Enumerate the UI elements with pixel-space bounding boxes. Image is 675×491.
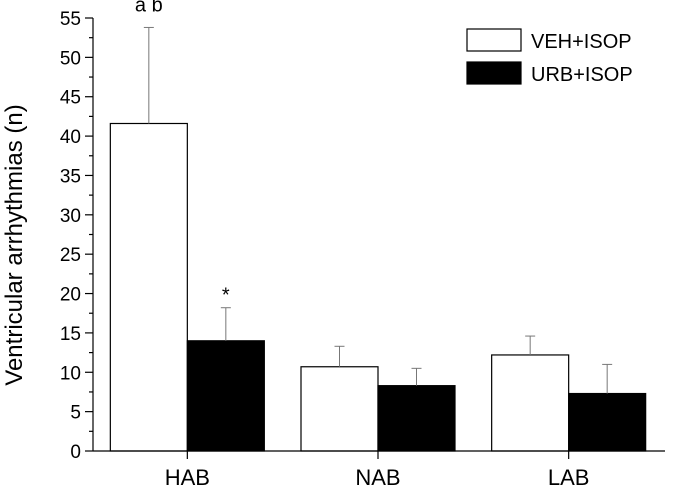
y-axis-title: Ventricular arrhythmias (n) (1, 104, 28, 385)
y-tick-label: 25 (60, 245, 81, 266)
y-tick-label: 55 (60, 9, 81, 30)
legend-label: VEH+ISOP (531, 31, 632, 53)
y-tick-label: 5 (70, 403, 81, 424)
y-tick-label: 40 (60, 127, 81, 148)
x-category-label: LAB (548, 465, 590, 490)
y-tick-label: 30 (60, 206, 81, 227)
legend: VEH+ISOP URB+ISOP (466, 28, 633, 86)
y-tick-label: 10 (60, 363, 81, 384)
annotations-layer: a b * (135, 0, 230, 307)
y-tick-label: 35 (60, 166, 81, 187)
y-tick-label: 20 (60, 285, 81, 306)
y-axis-title-group: Ventricular arrhythmias (n) (1, 104, 28, 385)
bar-veh-isop (109, 122, 188, 452)
y-tick-label: 45 (60, 88, 81, 109)
legend-swatch (466, 28, 522, 52)
x-category-label: NAB (355, 465, 400, 490)
bar-urb-isop (377, 385, 456, 452)
bar-urb-isop (568, 392, 647, 452)
significance-annotation: a b (135, 0, 163, 16)
legend-label: URB+ISOP (531, 64, 633, 86)
bar-veh-isop (300, 366, 379, 452)
y-ticks-layer: 0 5 10 15 20 25 30 35 40 45 50 55 (60, 9, 93, 463)
bar-urb-isop (186, 340, 265, 452)
y-tick-label: 50 (60, 48, 81, 69)
significance-annotation: * (222, 285, 230, 307)
x-category-label: HAB (165, 465, 210, 490)
y-tick-label: 15 (60, 324, 81, 345)
legend-swatch (466, 61, 522, 85)
error-bars-layer (143, 26, 613, 394)
bar-veh-isop (491, 354, 570, 452)
bars-layer (109, 122, 647, 452)
y-tick-label: 0 (70, 442, 81, 463)
x-ticks-layer: HAB NAB LAB (165, 451, 590, 490)
